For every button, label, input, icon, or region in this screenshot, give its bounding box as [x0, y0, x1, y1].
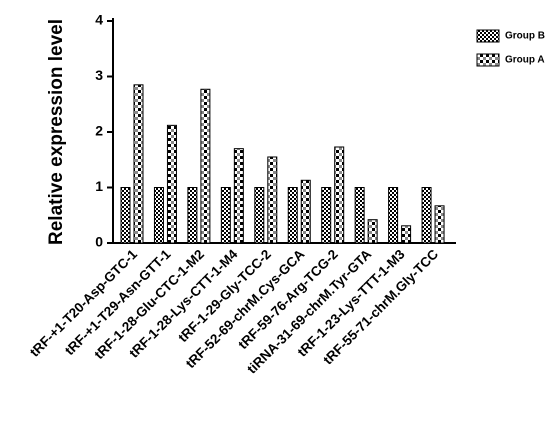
legend-swatch: [476, 29, 500, 43]
y-axis-label: Relative expression level: [46, 19, 67, 245]
bar: [367, 219, 378, 244]
bar: [421, 187, 432, 244]
bar: [388, 187, 399, 244]
bar: [287, 187, 298, 244]
bar: [334, 146, 345, 244]
bar: [233, 148, 244, 244]
bar: [401, 225, 412, 244]
bar: [354, 187, 365, 244]
y-tick-label: 4: [95, 12, 103, 28]
bar: [200, 88, 211, 244]
bar: [267, 156, 278, 244]
bar: [153, 187, 164, 244]
bar: [321, 187, 332, 244]
legend-label: Group A: [505, 55, 545, 66]
bar: [133, 84, 144, 244]
legend-swatch: [476, 53, 500, 67]
bar: [166, 124, 177, 244]
legend-label: Group B: [505, 31, 545, 42]
bar: [434, 205, 445, 244]
bar: [220, 187, 231, 244]
bar: [120, 187, 131, 244]
bar: [254, 187, 265, 244]
y-tick-label: 2: [95, 123, 103, 139]
y-tick-label: 0: [95, 234, 103, 250]
y-tick-label: 3: [95, 67, 103, 83]
y-tick-label: 1: [95, 178, 103, 194]
bar: [300, 179, 311, 244]
bar: [187, 187, 198, 244]
